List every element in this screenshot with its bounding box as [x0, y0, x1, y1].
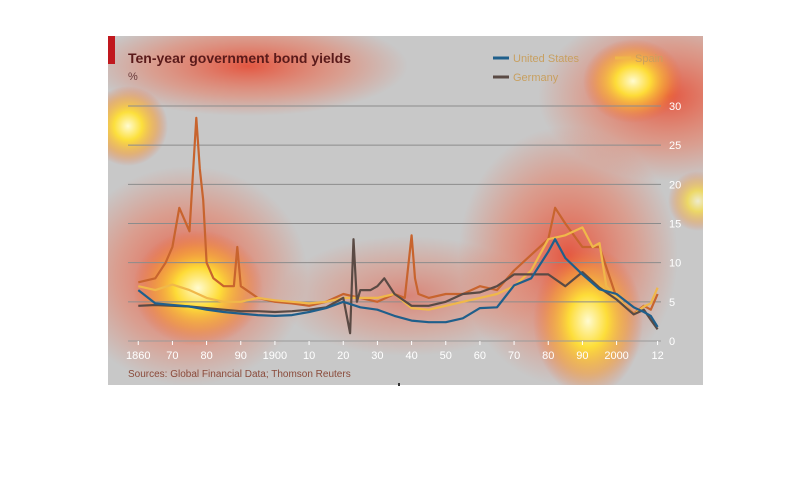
chart-title: Ten-year government bond yields [128, 50, 351, 66]
y-tick-label: 15 [669, 219, 681, 231]
y-tick-label: 5 [669, 297, 675, 309]
title-accent-bar [108, 36, 115, 64]
x-tick-label: 70 [166, 350, 178, 362]
x-tick-label: 60 [474, 350, 486, 362]
series-lines [137, 116, 659, 335]
x-tick-label: 70 [508, 350, 520, 362]
x-tick-label: 12 [651, 350, 663, 362]
x-tick-label: 40 [405, 350, 417, 362]
source-note: Sources: Global Financial Data; Thomson … [128, 369, 351, 380]
y-tick-label: 10 [669, 258, 681, 270]
chart-card: Ten-year government bond yields % 0 5 10 15… [108, 36, 703, 385]
legend-label: Spain [635, 53, 663, 65]
x-tick-label: 90 [235, 350, 247, 362]
bond-yield-chart: Ten-year government bond yields % 0 5 10 15… [108, 36, 703, 385]
legend: United States Spain Germany [493, 53, 663, 84]
series-line-unlabeled [138, 116, 659, 315]
x-tick-label: 1900 [263, 350, 287, 362]
y-unit-label: % [128, 71, 138, 83]
y-tick-label: 25 [669, 140, 681, 152]
x-tick-label: 90 [576, 350, 588, 362]
y-axis: 0 5 10 15 20 25 30 [669, 101, 681, 348]
grid [128, 105, 661, 342]
x-tick-label: 10 [303, 350, 315, 362]
x-tick-label: 1860 [126, 350, 150, 362]
x-tick-label: 20 [337, 350, 349, 362]
y-tick-label: 30 [669, 101, 681, 113]
x-tick-label: 80 [200, 350, 212, 362]
x-tick-label: 80 [542, 350, 554, 362]
series-line-united-states [137, 238, 659, 328]
y-tick-label: 0 [669, 336, 675, 348]
x-tick-label: 30 [371, 350, 383, 362]
x-axis: 1860 70 80 90 1900 10 20 30 40 50 60 70 80 90 2000 12 [126, 341, 664, 362]
y-tick-label: 20 [669, 179, 681, 191]
x-tick-label: 2000 [604, 350, 628, 362]
series-line-spain [138, 226, 659, 316]
legend-label: United States [513, 53, 580, 65]
legend-label: Germany [513, 72, 559, 84]
series-line-germany [138, 238, 659, 335]
cursor-mark [398, 383, 400, 386]
heatmap-overlay [108, 36, 703, 385]
x-tick-label: 50 [440, 350, 452, 362]
